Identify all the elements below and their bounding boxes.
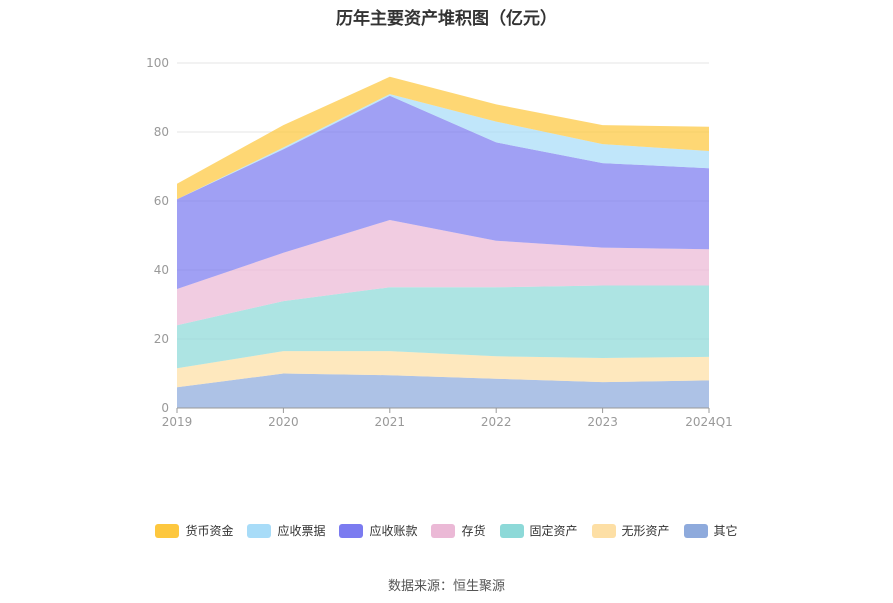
y-tick-label: 100	[146, 56, 169, 70]
chart-title: 历年主要资产堆积图（亿元）	[336, 9, 557, 29]
legend-item[interactable]: 其它	[683, 522, 738, 539]
y-tick-label: 40	[154, 263, 169, 277]
area-固定资产	[177, 285, 709, 369]
legend-swatch	[683, 523, 708, 538]
area-存货	[177, 220, 709, 326]
x-tick-label: 2023	[587, 415, 618, 429]
legend-swatch	[155, 523, 180, 538]
area-无形资产	[177, 351, 709, 388]
legend-swatch	[247, 523, 272, 538]
legend-item[interactable]: 货币资金	[155, 522, 233, 539]
legend-label: 固定资产	[529, 524, 578, 538]
legend-label: 其它	[713, 524, 738, 538]
legend-swatch	[431, 523, 456, 538]
legend-item[interactable]: 应收票据	[247, 522, 325, 539]
legend-item[interactable]: 无形资产	[591, 522, 670, 539]
y-tick-label: 80	[154, 125, 169, 139]
x-tick-label: 2020	[268, 415, 299, 429]
legend-swatch	[339, 523, 364, 538]
legend-item[interactable]: 固定资产	[499, 522, 578, 539]
axes: 0 20 40 60 80 100 2019 2020 2021 2022 2023 2024Q1	[146, 56, 733, 429]
area-货币资金	[177, 76, 709, 200]
legend-item[interactable]: 应收账款	[339, 522, 417, 539]
y-tick-label: 20	[154, 332, 169, 346]
area-series	[177, 76, 709, 408]
legend-swatch	[499, 523, 524, 538]
x-tick-label: 2021	[375, 415, 406, 429]
legend-swatch	[591, 523, 616, 538]
legend-label: 存货	[461, 524, 486, 538]
source-text: 数据来源：恒生聚源	[387, 579, 505, 594]
x-tick-label: 2019	[162, 415, 193, 429]
y-tick-label: 60	[154, 194, 169, 208]
x-tick-label: 2024Q1	[685, 415, 733, 429]
area-应收票据	[177, 94, 709, 200]
legend: 货币资金 应收票据 应收账款 存货 固定资产 无形资产 其它	[0, 522, 893, 539]
legend-label: 无形资产	[621, 524, 670, 538]
x-tick-label: 2022	[481, 415, 512, 429]
area-应收账款	[177, 95, 709, 289]
y-tick-label: 0	[161, 401, 169, 415]
legend-label: 应收票据	[277, 524, 326, 538]
legend-label: 应收账款	[369, 524, 418, 538]
legend-item[interactable]: 存货	[431, 522, 486, 539]
area-其它	[177, 373, 709, 408]
legend-label: 货币资金	[185, 524, 234, 538]
